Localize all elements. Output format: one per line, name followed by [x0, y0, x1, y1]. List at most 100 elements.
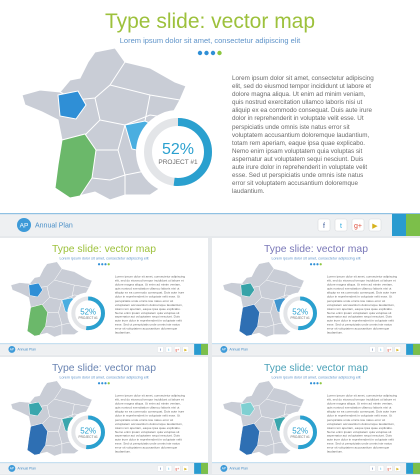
logo-text: AP	[222, 348, 226, 352]
logo-badge	[220, 345, 228, 353]
dot	[101, 263, 104, 266]
donut-caption: PROJECT #1	[290, 316, 310, 320]
donut-label: 52%	[80, 426, 96, 435]
footer-line	[0, 462, 208, 464]
map-border	[144, 94, 151, 122]
logo-text: AP	[10, 348, 14, 352]
donut-label: 52%	[162, 141, 194, 158]
dot	[309, 382, 313, 385]
slide-subtitle: Lorem ipsum dolor sit amet, consectetur …	[59, 375, 148, 379]
social-icon	[377, 465, 384, 472]
donut-caption: PROJECT #1	[78, 316, 98, 320]
map-region	[238, 423, 260, 456]
social-glyph: t	[380, 348, 381, 352]
slide-title: Type slide: vector map	[264, 244, 368, 255]
logo-badge	[220, 464, 228, 472]
social-glyph: g+	[175, 348, 179, 352]
map-region	[28, 282, 43, 298]
footer-text: Annual Plan	[17, 467, 36, 471]
logo-badge	[8, 464, 16, 472]
social-icon	[182, 465, 189, 472]
footer-bar	[212, 462, 420, 474]
dot	[319, 263, 322, 266]
social-glyph: t	[340, 223, 342, 230]
logo-text: AP	[20, 223, 29, 230]
body-text: Lorem ipsum dolor sit amet, consectetur …	[114, 394, 186, 454]
footer-text: Annual Plan	[229, 348, 248, 352]
social-glyph: ▶	[396, 348, 399, 352]
dot	[217, 50, 222, 56]
body-box: Lorem ipsum dolor sit amet, consectetur …	[232, 75, 374, 196]
slide-subtitle: Lorem ipsum dolor sit amet, consectetur …	[120, 36, 301, 45]
donut-caption: PROJECT #1	[158, 159, 198, 166]
social-glyph: g+	[387, 467, 391, 471]
social-icon	[165, 346, 172, 353]
donut-caption: PROJECT #1	[290, 435, 310, 439]
footer-bar	[0, 214, 420, 236]
social-icon	[368, 218, 382, 232]
body-box: Lorem ipsum dolor sit amet, consectetur …	[114, 394, 186, 454]
social-icon	[377, 346, 384, 353]
social-icon	[165, 465, 172, 472]
map-border	[117, 124, 126, 195]
body-box: Lorem ipsum dolor sit amet, consectetur …	[327, 275, 397, 335]
social-icon	[174, 346, 181, 353]
map-border	[270, 418, 275, 454]
map-region	[240, 401, 255, 417]
map-region	[26, 423, 48, 456]
dot	[97, 263, 101, 266]
map-border	[283, 404, 287, 417]
social-icon	[317, 218, 331, 232]
dot	[319, 382, 322, 385]
map-region	[57, 90, 87, 120]
donut-label: 52%	[80, 307, 96, 316]
map-border	[71, 404, 75, 417]
slide-title: Type slide: vector map	[264, 363, 368, 374]
social-glyph: f	[160, 348, 161, 352]
body-text: Lorem ipsum dolor sit amet, consectetur …	[232, 75, 374, 196]
social-icon	[369, 465, 376, 472]
slide-title: Type slide: vector map	[52, 363, 156, 374]
slide-title: Type slide: vector map	[52, 244, 156, 255]
map-border	[58, 299, 63, 335]
social-icon	[394, 465, 401, 472]
social-glyph: t	[168, 467, 169, 471]
social-glyph: ▶	[372, 223, 378, 230]
footer-text: Annual Plan	[229, 467, 248, 471]
social-glyph: f	[160, 467, 161, 471]
footer-corner-accent	[201, 343, 208, 355]
social-glyph: g+	[387, 348, 391, 352]
slide: Type slide: vector map Lorem ipsum dolor …	[212, 238, 420, 355]
social-glyph: f	[323, 223, 325, 230]
dot	[107, 382, 110, 385]
slide-title: Type slide: vector map	[105, 10, 315, 33]
slide-subtitle: Lorem ipsum dolor sit amet, consectetur …	[59, 256, 148, 260]
dot	[316, 263, 319, 266]
dot	[316, 382, 319, 385]
map-region	[240, 282, 255, 298]
social-icon	[157, 346, 164, 353]
donut-arc	[144, 118, 212, 186]
slide-subtitle: Lorem ipsum dolor sit amet, consectetur …	[271, 375, 360, 379]
map-region	[54, 133, 97, 199]
social-glyph: t	[380, 467, 381, 471]
donut-label: 52%	[292, 307, 308, 316]
map-border	[54, 279, 90, 288]
social-icon	[369, 346, 376, 353]
body-text: Lorem ipsum dolor sit amet, consectetur …	[326, 394, 398, 454]
social-glyph: f	[372, 467, 373, 471]
social-glyph: ▶	[184, 348, 187, 352]
social-icon	[386, 465, 393, 472]
dot	[197, 50, 203, 56]
footer-line	[212, 343, 420, 345]
footer-corner	[406, 343, 420, 355]
map-border	[266, 398, 302, 407]
map-border	[71, 285, 75, 298]
dot	[204, 50, 209, 56]
social-icon	[334, 218, 348, 232]
dot	[210, 50, 216, 56]
